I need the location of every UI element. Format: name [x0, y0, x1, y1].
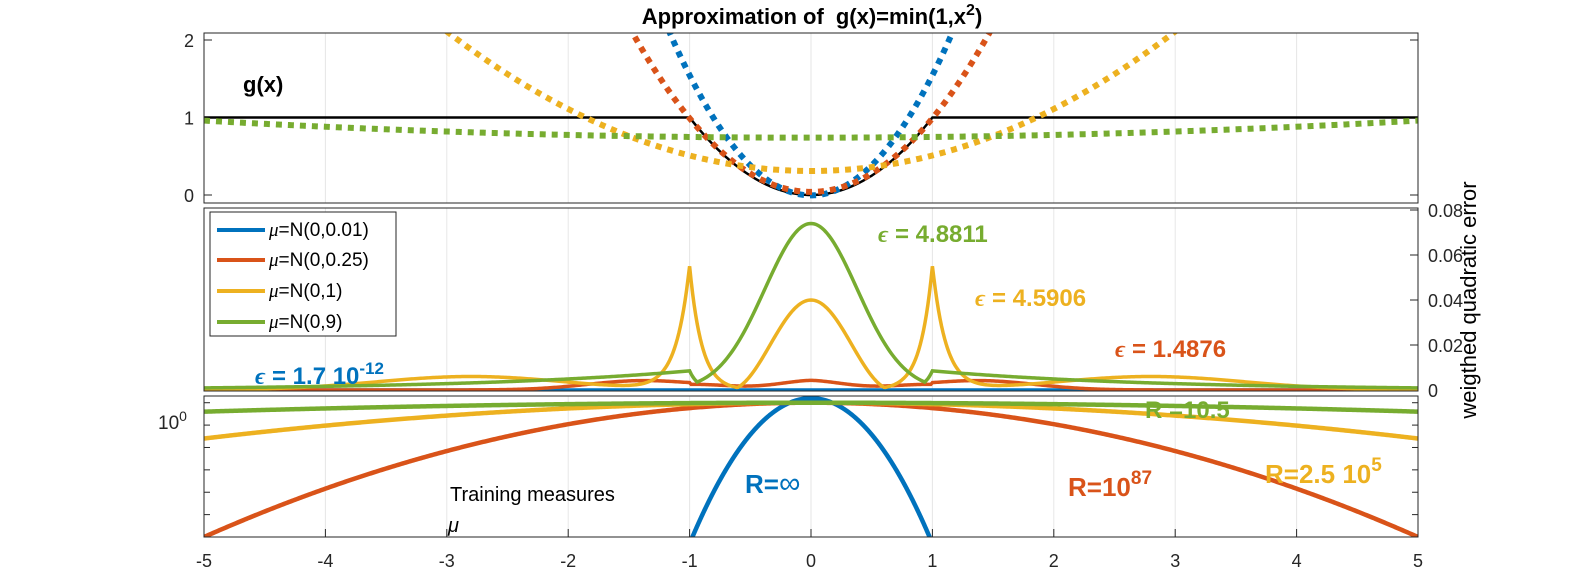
- middle-ylabel: weigthed quadratic error: [1456, 181, 1481, 419]
- legend-entry-n-0-0.01: μ=N(0,0.01): [217, 220, 369, 241]
- svg-text:μ=N(0,0.01): μ=N(0,0.01): [268, 220, 369, 241]
- mid-axes-box: [203, 207, 1419, 392]
- chart-title: Approximation of g(x)=min(1,x2): [642, 2, 983, 29]
- bot-xtick-label: 0: [806, 551, 816, 571]
- bot-xtick-label: 4: [1292, 551, 1302, 571]
- annotation-r-green: R =10.5: [1145, 397, 1230, 424]
- bot-xtick-label: 2: [1049, 551, 1059, 571]
- mid-ytick-label: 0.06: [1428, 246, 1463, 266]
- svg-text:μ=N(0,1): μ=N(0,1): [268, 281, 342, 302]
- legend-entry-n-0-1: μ=N(0,1): [217, 281, 342, 302]
- top-series-approx-n-0-9-: [204, 117, 1418, 141]
- bot-xtick-label: -5: [196, 551, 212, 571]
- legend: μ=N(0,0.01) μ=N(0,0.25) μ=N(0,1) μ=N(0,9…: [209, 211, 397, 337]
- mid-series-yellow: [204, 266, 1418, 391]
- top-panel-approximations: 0 1 2: [184, 31, 1419, 206]
- mid-ytick-label: 0: [1428, 381, 1438, 401]
- annotation-r-blue: R=∞: [745, 467, 800, 500]
- bot-xtick-label: -4: [317, 551, 333, 571]
- mid-series-green: [204, 221, 1418, 390]
- annotation-eps-green: ϵ = 4.8811: [878, 221, 988, 248]
- top-ytick-label: 0: [184, 186, 194, 206]
- legend-entry-n-0-0.25: μ=N(0,0.25): [217, 250, 369, 271]
- bottom-ylabel-mu: μ: [447, 515, 459, 537]
- bot-xtick-label: 5: [1413, 551, 1423, 571]
- bot-xtick-label: 3: [1170, 551, 1180, 571]
- annotation-r-orange: R=1087: [1068, 468, 1152, 502]
- bot-xtick-label: -3: [439, 551, 455, 571]
- mid-series-orange: [204, 378, 1418, 391]
- annotation-gx: g(x): [243, 72, 283, 97]
- bot-xtick-label: -1: [682, 551, 698, 571]
- top-ytick-label: 1: [184, 109, 194, 129]
- top-series-approx-n-0-1-: [443, 33, 1179, 174]
- legend-box: [209, 211, 397, 337]
- middle-panel-errors: 0 0.02 0.04 0.06 0.08: [203, 201, 1463, 401]
- bot-series-green: [204, 400, 1418, 414]
- bot-axes-box: [203, 395, 1419, 538]
- mid-ytick-label: 0.04: [1428, 291, 1463, 311]
- bottom-ylabel-text: Training measures: [450, 484, 615, 506]
- top-series-approx-n-0-0-01-: [666, 33, 956, 199]
- top-axes-box: [203, 32, 1419, 204]
- annotation-eps-blue: ϵ = 1.7 10-12: [255, 359, 384, 390]
- mid-ytick-label: 0.02: [1428, 336, 1463, 356]
- annotation-eps-yellow: ϵ = 4.5906: [975, 285, 1086, 312]
- svg-text:μ=N(0,9): μ=N(0,9): [268, 312, 342, 333]
- bot-xtick-label: 1: [927, 551, 937, 571]
- top-series-approx-n-0-0-25-: [629, 33, 993, 195]
- svg-text:μ=N(0,0.25): μ=N(0,0.25): [268, 250, 369, 271]
- annotation-r-yellow: R=2.5 105: [1265, 455, 1382, 489]
- top-ytick-label: 2: [184, 31, 194, 51]
- bottom-ytick-label: 100: [158, 408, 187, 434]
- annotation-eps-orange: ϵ = 1.4876: [1115, 336, 1226, 363]
- mid-ytick-label: 0.08: [1428, 201, 1463, 221]
- bottom-panel-training-measures: -5 -4 -3 -2 -1 0 1 2 3 4 5: [196, 395, 1423, 571]
- legend-entry-n-0-9: μ=N(0,9): [217, 312, 342, 333]
- bot-series-blue: [689, 396, 933, 537]
- bot-xtick-label: -2: [560, 551, 576, 571]
